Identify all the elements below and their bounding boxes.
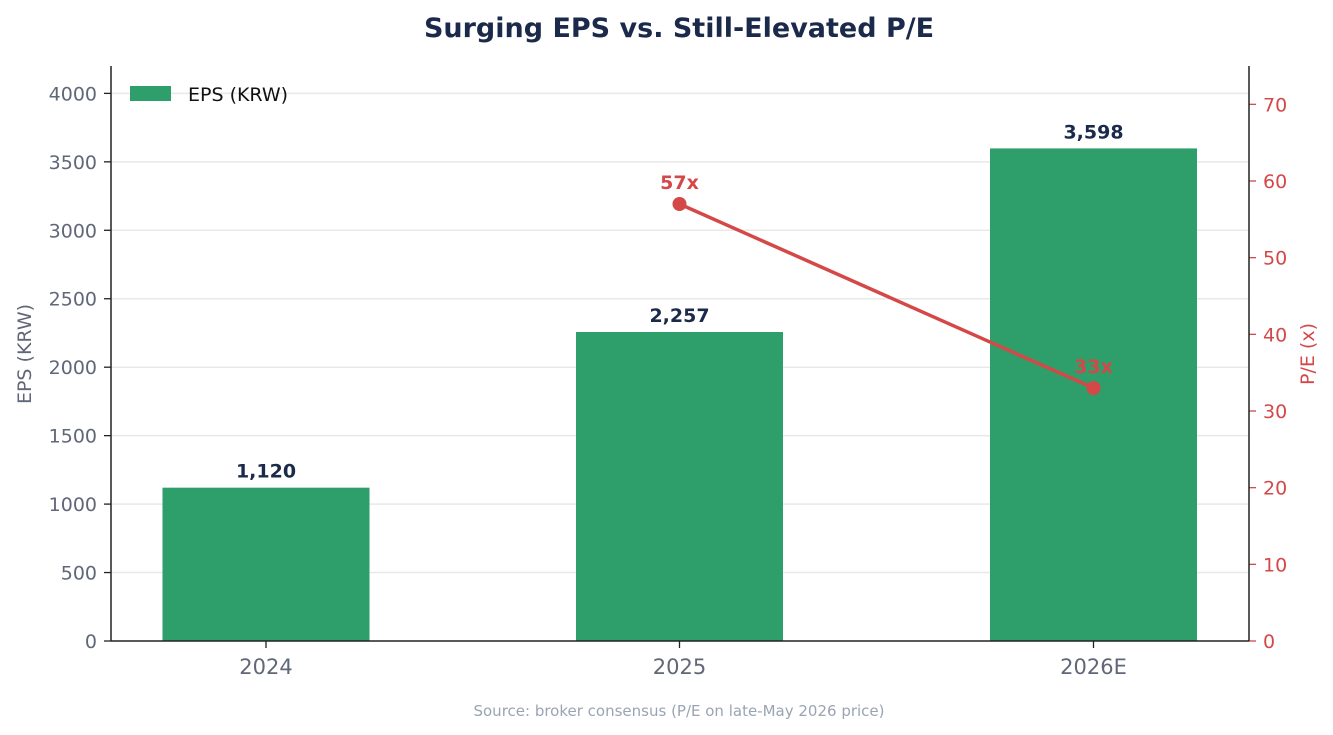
eps-value-label: 2,257 — [649, 305, 709, 327]
pe-point — [672, 197, 687, 211]
y-tick-label: 3500 — [49, 152, 97, 174]
eps-bar — [162, 487, 370, 641]
eps-value-label: 3,598 — [1063, 121, 1123, 143]
x-tick-label: 2026E — [1060, 655, 1127, 679]
pe-value-label: 57x — [660, 172, 699, 194]
y-tick-label: 2500 — [49, 289, 97, 311]
y2-tick-label: 20 — [1263, 478, 1287, 500]
axes: 0 500 1000 1500 2000 2500 3000 3500 4000 0 10 20 30 4… — [49, 66, 1287, 679]
y2-tick-label: 50 — [1263, 248, 1287, 270]
x-tick-label: 2024 — [239, 655, 292, 679]
y-tick-label: 4000 — [49, 83, 97, 105]
y2-tick-label: 10 — [1263, 554, 1287, 576]
y-tick-label: 2000 — [49, 357, 97, 379]
legend-swatch-eps — [130, 86, 171, 101]
y2-axis-label-pe: P/E (x) — [1297, 323, 1319, 385]
y-axis-label-eps: EPS (KRW) — [14, 304, 36, 404]
y2-tick-label: 40 — [1263, 324, 1287, 346]
y2-tick-label: 0 — [1263, 631, 1275, 653]
x-tick-label: 2025 — [653, 655, 706, 679]
eps-value-label: 1,120 — [236, 461, 296, 483]
eps-bars — [162, 148, 1197, 641]
pe-point — [1086, 381, 1101, 395]
pe-series-line — [678, 202, 1095, 390]
y-tick-label: 0 — [85, 631, 97, 653]
pe-line — [672, 197, 1101, 395]
source-note: Source: broker consensus (P/E on late-Ma… — [473, 702, 884, 720]
y2-tick-label: 70 — [1263, 94, 1287, 116]
chart-title: Surging EPS vs. Still-Elevated P/E — [424, 13, 934, 44]
legend-label-eps: EPS (KRW) — [188, 84, 288, 106]
y2-tick-label: 60 — [1263, 171, 1287, 193]
legend: EPS (KRW) — [130, 84, 288, 106]
data-labels: 1,120 2,257 3,598 57x 33x — [236, 121, 1124, 482]
y-tick-label: 500 — [61, 563, 97, 585]
y-tick-label: 3000 — [49, 220, 97, 242]
eps-bar — [576, 332, 783, 641]
y-tick-label: 1000 — [49, 494, 97, 516]
y-tick-label: 1500 — [49, 426, 97, 448]
y2-tick-label: 30 — [1263, 401, 1287, 423]
pe-value-label: 33x — [1074, 356, 1113, 378]
